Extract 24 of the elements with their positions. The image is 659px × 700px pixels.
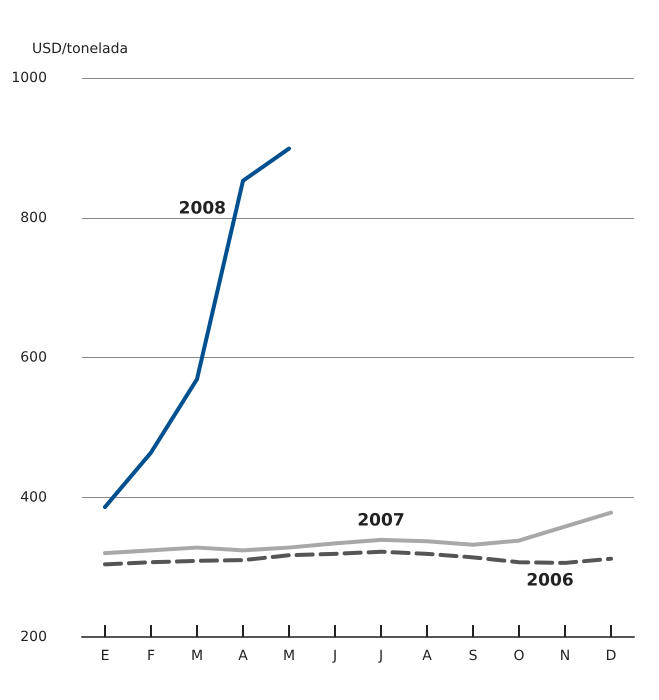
x-tick-label: O	[513, 648, 525, 664]
line-series	[103, 510, 613, 556]
line-series	[103, 146, 291, 510]
x-tick-label: D	[606, 648, 616, 664]
series-label: 2008	[178, 198, 226, 219]
x-tick-label: M	[282, 648, 296, 664]
x-tick-label: S	[468, 648, 478, 664]
x-tick-label: N	[560, 648, 570, 664]
x-tick-label: F	[146, 648, 156, 664]
x-tick-label: A	[238, 648, 248, 664]
y-tick-label: 800	[20, 210, 47, 226]
y-tick-label: 1000	[11, 70, 47, 86]
series-label: 2006	[526, 570, 574, 590]
x-tick-label: E	[100, 648, 110, 664]
y-tick-label: 200	[20, 629, 47, 645]
x-tick-label: J	[378, 648, 384, 664]
y-tick-label: 600	[20, 350, 47, 366]
series-label: 2007	[357, 510, 405, 530]
y-tick-label: 400	[20, 489, 47, 506]
line-series	[103, 550, 613, 566]
x-tick-label: M	[190, 648, 204, 664]
x-tick-label: J	[332, 648, 338, 664]
x-tick-label: A	[422, 648, 432, 664]
y-axis-title: USD/tonelada	[32, 41, 128, 57]
